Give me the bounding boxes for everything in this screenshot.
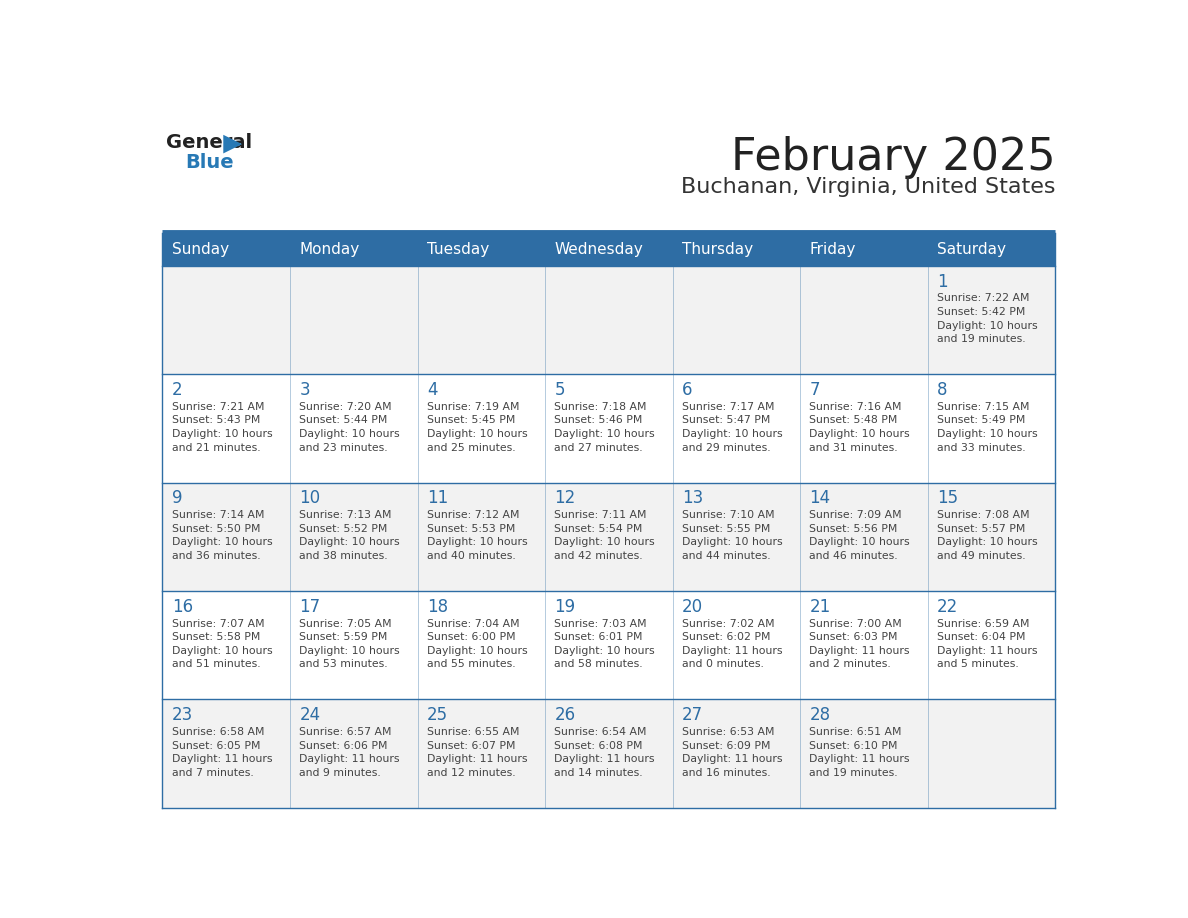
Text: Sunrise: 6:58 AM
Sunset: 6:05 PM
Daylight: 11 hours
and 7 minutes.: Sunrise: 6:58 AM Sunset: 6:05 PM Dayligh… bbox=[172, 727, 272, 778]
Text: 23: 23 bbox=[172, 706, 192, 724]
Text: Sunrise: 7:17 AM
Sunset: 5:47 PM
Daylight: 10 hours
and 29 minutes.: Sunrise: 7:17 AM Sunset: 5:47 PM Dayligh… bbox=[682, 402, 783, 453]
Text: 28: 28 bbox=[809, 706, 830, 724]
Text: Buchanan, Virginia, United States: Buchanan, Virginia, United States bbox=[681, 177, 1055, 197]
Text: Wednesday: Wednesday bbox=[555, 242, 643, 257]
Text: Sunrise: 7:14 AM
Sunset: 5:50 PM
Daylight: 10 hours
and 36 minutes.: Sunrise: 7:14 AM Sunset: 5:50 PM Dayligh… bbox=[172, 510, 272, 561]
Text: Sunrise: 7:12 AM
Sunset: 5:53 PM
Daylight: 10 hours
and 40 minutes.: Sunrise: 7:12 AM Sunset: 5:53 PM Dayligh… bbox=[426, 510, 527, 561]
Text: Sunrise: 7:05 AM
Sunset: 5:59 PM
Daylight: 10 hours
and 53 minutes.: Sunrise: 7:05 AM Sunset: 5:59 PM Dayligh… bbox=[299, 619, 400, 669]
Text: Sunrise: 7:13 AM
Sunset: 5:52 PM
Daylight: 10 hours
and 38 minutes.: Sunrise: 7:13 AM Sunset: 5:52 PM Dayligh… bbox=[299, 510, 400, 561]
Text: 11: 11 bbox=[426, 489, 448, 508]
Text: Tuesday: Tuesday bbox=[426, 242, 489, 257]
Polygon shape bbox=[223, 135, 242, 153]
Text: Sunrise: 7:09 AM
Sunset: 5:56 PM
Daylight: 10 hours
and 46 minutes.: Sunrise: 7:09 AM Sunset: 5:56 PM Dayligh… bbox=[809, 510, 910, 561]
Bar bbox=[163, 700, 1055, 808]
Text: Sunrise: 6:57 AM
Sunset: 6:06 PM
Daylight: 11 hours
and 9 minutes.: Sunrise: 6:57 AM Sunset: 6:06 PM Dayligh… bbox=[299, 727, 400, 778]
Text: General: General bbox=[166, 133, 252, 152]
Text: Monday: Monday bbox=[299, 242, 360, 257]
Text: 15: 15 bbox=[937, 489, 959, 508]
Text: Sunrise: 7:02 AM
Sunset: 6:02 PM
Daylight: 11 hours
and 0 minutes.: Sunrise: 7:02 AM Sunset: 6:02 PM Dayligh… bbox=[682, 619, 783, 669]
Text: 2: 2 bbox=[172, 381, 183, 399]
Bar bbox=[163, 265, 1055, 375]
Text: 17: 17 bbox=[299, 598, 321, 616]
Text: Sunrise: 6:54 AM
Sunset: 6:08 PM
Daylight: 11 hours
and 14 minutes.: Sunrise: 6:54 AM Sunset: 6:08 PM Dayligh… bbox=[555, 727, 655, 778]
Text: Sunrise: 7:08 AM
Sunset: 5:57 PM
Daylight: 10 hours
and 49 minutes.: Sunrise: 7:08 AM Sunset: 5:57 PM Dayligh… bbox=[937, 510, 1037, 561]
Text: 25: 25 bbox=[426, 706, 448, 724]
Text: Sunrise: 7:16 AM
Sunset: 5:48 PM
Daylight: 10 hours
and 31 minutes.: Sunrise: 7:16 AM Sunset: 5:48 PM Dayligh… bbox=[809, 402, 910, 453]
Text: 27: 27 bbox=[682, 706, 703, 724]
Text: Sunrise: 7:00 AM
Sunset: 6:03 PM
Daylight: 11 hours
and 2 minutes.: Sunrise: 7:00 AM Sunset: 6:03 PM Dayligh… bbox=[809, 619, 910, 669]
Text: Sunrise: 6:59 AM
Sunset: 6:04 PM
Daylight: 11 hours
and 5 minutes.: Sunrise: 6:59 AM Sunset: 6:04 PM Dayligh… bbox=[937, 619, 1037, 669]
Text: 12: 12 bbox=[555, 489, 576, 508]
Text: Sunrise: 7:18 AM
Sunset: 5:46 PM
Daylight: 10 hours
and 27 minutes.: Sunrise: 7:18 AM Sunset: 5:46 PM Dayligh… bbox=[555, 402, 655, 453]
Text: Thursday: Thursday bbox=[682, 242, 753, 257]
Text: Sunrise: 7:15 AM
Sunset: 5:49 PM
Daylight: 10 hours
and 33 minutes.: Sunrise: 7:15 AM Sunset: 5:49 PM Dayligh… bbox=[937, 402, 1037, 453]
Text: Sunday: Sunday bbox=[172, 242, 229, 257]
Text: 13: 13 bbox=[682, 489, 703, 508]
Text: Sunrise: 6:55 AM
Sunset: 6:07 PM
Daylight: 11 hours
and 12 minutes.: Sunrise: 6:55 AM Sunset: 6:07 PM Dayligh… bbox=[426, 727, 527, 778]
Text: 10: 10 bbox=[299, 489, 321, 508]
Text: 20: 20 bbox=[682, 598, 703, 616]
Text: 21: 21 bbox=[809, 598, 830, 616]
Bar bbox=[163, 375, 1055, 483]
Text: 16: 16 bbox=[172, 598, 192, 616]
Text: Sunrise: 6:53 AM
Sunset: 6:09 PM
Daylight: 11 hours
and 16 minutes.: Sunrise: 6:53 AM Sunset: 6:09 PM Dayligh… bbox=[682, 727, 783, 778]
Text: Sunrise: 7:19 AM
Sunset: 5:45 PM
Daylight: 10 hours
and 25 minutes.: Sunrise: 7:19 AM Sunset: 5:45 PM Dayligh… bbox=[426, 402, 527, 453]
Text: 7: 7 bbox=[809, 381, 820, 399]
Text: 26: 26 bbox=[555, 706, 575, 724]
Text: Saturday: Saturday bbox=[937, 242, 1006, 257]
Bar bbox=[163, 591, 1055, 700]
Text: 22: 22 bbox=[937, 598, 959, 616]
Text: 5: 5 bbox=[555, 381, 564, 399]
Text: 4: 4 bbox=[426, 381, 437, 399]
Text: 19: 19 bbox=[555, 598, 575, 616]
Text: 3: 3 bbox=[299, 381, 310, 399]
Text: Sunrise: 7:03 AM
Sunset: 6:01 PM
Daylight: 10 hours
and 58 minutes.: Sunrise: 7:03 AM Sunset: 6:01 PM Dayligh… bbox=[555, 619, 655, 669]
Text: Sunrise: 7:22 AM
Sunset: 5:42 PM
Daylight: 10 hours
and 19 minutes.: Sunrise: 7:22 AM Sunset: 5:42 PM Dayligh… bbox=[937, 294, 1037, 344]
Bar bbox=[163, 233, 1055, 265]
Text: 8: 8 bbox=[937, 381, 948, 399]
Text: Blue: Blue bbox=[185, 152, 234, 172]
Text: 6: 6 bbox=[682, 381, 693, 399]
Text: Sunrise: 7:10 AM
Sunset: 5:55 PM
Daylight: 10 hours
and 44 minutes.: Sunrise: 7:10 AM Sunset: 5:55 PM Dayligh… bbox=[682, 510, 783, 561]
Text: February 2025: February 2025 bbox=[731, 136, 1055, 179]
Text: Sunrise: 7:11 AM
Sunset: 5:54 PM
Daylight: 10 hours
and 42 minutes.: Sunrise: 7:11 AM Sunset: 5:54 PM Dayligh… bbox=[555, 510, 655, 561]
Text: 14: 14 bbox=[809, 489, 830, 508]
Text: Sunrise: 7:07 AM
Sunset: 5:58 PM
Daylight: 10 hours
and 51 minutes.: Sunrise: 7:07 AM Sunset: 5:58 PM Dayligh… bbox=[172, 619, 272, 669]
Text: Sunrise: 7:04 AM
Sunset: 6:00 PM
Daylight: 10 hours
and 55 minutes.: Sunrise: 7:04 AM Sunset: 6:00 PM Dayligh… bbox=[426, 619, 527, 669]
Text: 24: 24 bbox=[299, 706, 321, 724]
Text: Sunrise: 7:21 AM
Sunset: 5:43 PM
Daylight: 10 hours
and 21 minutes.: Sunrise: 7:21 AM Sunset: 5:43 PM Dayligh… bbox=[172, 402, 272, 453]
Text: Friday: Friday bbox=[809, 242, 855, 257]
Text: Sunrise: 7:20 AM
Sunset: 5:44 PM
Daylight: 10 hours
and 23 minutes.: Sunrise: 7:20 AM Sunset: 5:44 PM Dayligh… bbox=[299, 402, 400, 453]
Text: Sunrise: 6:51 AM
Sunset: 6:10 PM
Daylight: 11 hours
and 19 minutes.: Sunrise: 6:51 AM Sunset: 6:10 PM Dayligh… bbox=[809, 727, 910, 778]
Text: 1: 1 bbox=[937, 273, 948, 291]
Bar bbox=[163, 483, 1055, 591]
Text: 18: 18 bbox=[426, 598, 448, 616]
Text: 9: 9 bbox=[172, 489, 182, 508]
